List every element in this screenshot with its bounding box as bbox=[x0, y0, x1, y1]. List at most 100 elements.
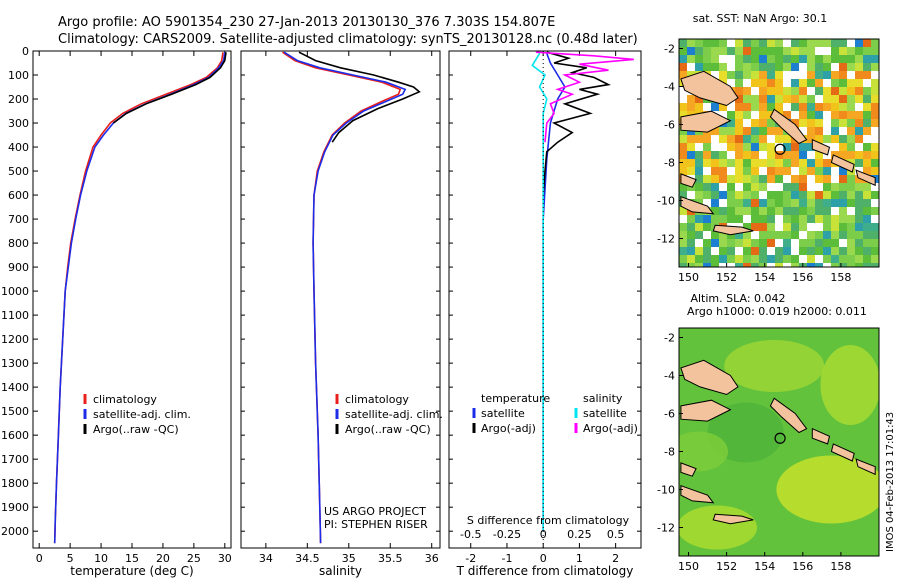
temperature-ytick-label: 1000 bbox=[1, 285, 29, 298]
project-annotation: US ARGO PROJECT bbox=[324, 505, 426, 518]
difference-legend-temperature-title: temperature bbox=[481, 392, 550, 405]
temperature-ytick-label: 1300 bbox=[1, 357, 29, 370]
map_sla-xtick-label: 156 bbox=[792, 560, 813, 573]
map_sla-ytick-label: -4 bbox=[664, 370, 675, 383]
panel-salinity: 34 34.5 35 35.5 36 salinity climatology satelli… bbox=[240, 50, 443, 578]
temperature-ytick-label: 100 bbox=[8, 69, 29, 82]
map_sla-xtick-label: 152 bbox=[716, 560, 737, 573]
map-map_sla: 150 152 154 156 158 -2 -4 -6 -8 -10 -12 Altim. SLA:… bbox=[657, 292, 880, 573]
imos-timestamp: IMOS 04-Feb-2013 17:01:43 bbox=[885, 412, 896, 552]
map_sla-argo-marker bbox=[774, 432, 786, 444]
temperature-xtick-label: 5 bbox=[67, 552, 74, 565]
map-sla-title: Altim. SLA: 0.042 bbox=[690, 292, 785, 305]
map_sst-ytick-label: -6 bbox=[664, 119, 675, 132]
salinity-xtick-label: 35 bbox=[342, 552, 356, 565]
salinity-xtick-label: 34.5 bbox=[295, 552, 320, 565]
temperature-ytick-label: 0 bbox=[22, 45, 29, 58]
map_sla-ytick-label: -8 bbox=[664, 446, 675, 459]
difference-xtick-label: -1 bbox=[501, 552, 512, 565]
map_sst-xtick-label: 150 bbox=[678, 271, 699, 284]
difference-top-tick-label: 0.5 bbox=[607, 528, 625, 541]
salinity-legend-label: Argo(..raw -QC) bbox=[345, 423, 431, 436]
temperature-xtick-label: 0 bbox=[36, 552, 43, 565]
temperature-xtick-label: 25 bbox=[187, 552, 201, 565]
salinity-xtick-label: 34 bbox=[259, 552, 273, 565]
temperature-ytick-label: 1900 bbox=[1, 501, 29, 514]
map_sst-argo-marker bbox=[774, 143, 786, 155]
difference-top-tick-label: 0 bbox=[540, 528, 547, 541]
temperature-ytick-label: 300 bbox=[8, 117, 29, 130]
map_sst-ytick-label: -10 bbox=[657, 195, 675, 208]
map_sst-island bbox=[680, 195, 715, 215]
temperature-ytick-label: 600 bbox=[8, 189, 29, 202]
map_sla-xtick-label: 150 bbox=[678, 560, 699, 573]
difference-legend-right-label: Argo(-adj) bbox=[583, 422, 638, 435]
map_sla-xtick-label: 154 bbox=[754, 560, 775, 573]
temperature-xtick-label: 15 bbox=[125, 552, 139, 565]
difference-top-tick-label: -0.5 bbox=[460, 528, 481, 541]
temperature-ytick-label: 200 bbox=[8, 93, 29, 106]
map_sla-island bbox=[680, 462, 697, 477]
temperature-axes-box bbox=[32, 50, 232, 549]
difference-series-t-argo-adj- bbox=[542, 51, 611, 196]
difference-legend-left-label: satellite bbox=[481, 407, 525, 420]
temperature-legend-label: Argo(..raw -QC) bbox=[93, 423, 179, 436]
map_sla-island bbox=[680, 484, 715, 504]
temperature-ytick-label: 900 bbox=[8, 261, 29, 274]
map_sla-ytick-label: -12 bbox=[657, 522, 675, 535]
map_sla-island bbox=[680, 359, 739, 396]
difference-top-label: S difference from climatology bbox=[467, 514, 630, 527]
map_sst-xtick-label: 156 bbox=[792, 271, 813, 284]
map_sst-ytick-label: -4 bbox=[664, 81, 675, 94]
map_sst-island bbox=[712, 224, 754, 236]
difference-xtick-label: 2 bbox=[612, 552, 619, 565]
map_sst-island bbox=[680, 110, 732, 133]
header-line-2: Climatology: CARS2009. Satellite-adjuste… bbox=[58, 32, 638, 47]
temperature-ytick-label: 1700 bbox=[1, 453, 29, 466]
salinity-xlabel: salinity bbox=[319, 564, 362, 578]
difference-xtick-label: -2 bbox=[465, 552, 476, 565]
temperature-ytick-label: 1800 bbox=[1, 477, 29, 490]
temperature-ytick-label: 1100 bbox=[1, 309, 29, 322]
temperature-legend-label: climatology bbox=[93, 393, 157, 406]
difference-top-tick-label: 0.25 bbox=[567, 528, 592, 541]
temperature-ytick-label: 2000 bbox=[1, 525, 29, 538]
map_sst-xtick-label: 154 bbox=[754, 271, 775, 284]
map_sla-axes-box bbox=[678, 327, 880, 557]
map_sla-ytick-label: -2 bbox=[664, 332, 675, 345]
difference-axes-box bbox=[448, 50, 642, 549]
map_sla-island bbox=[811, 427, 831, 445]
map_sst-ytick-label: -8 bbox=[664, 157, 675, 170]
salinity-axes-box bbox=[240, 50, 441, 549]
temperature-xlabel: temperature (deg C) bbox=[70, 564, 193, 578]
map_sst-axes-box bbox=[678, 38, 880, 268]
pi-annotation: PI: STEPHEN RISER bbox=[324, 518, 428, 531]
salinity-legend-label: climatology bbox=[345, 393, 409, 406]
temperature-ytick-label: 1600 bbox=[1, 429, 29, 442]
temperature-ytick-label: 1400 bbox=[1, 381, 29, 394]
map_sst-ytick-label: -12 bbox=[657, 233, 675, 246]
map_sla-island bbox=[855, 458, 876, 476]
map_sst-island bbox=[830, 154, 855, 173]
difference-xtick-label: 0 bbox=[540, 552, 547, 565]
map_sst-field bbox=[679, 39, 879, 267]
map_sst-island bbox=[769, 108, 808, 145]
map_sst-xtick-label: 158 bbox=[830, 271, 851, 284]
map_sla-ytick-label: -6 bbox=[664, 408, 675, 421]
map_sst-island bbox=[811, 138, 831, 156]
salinity-xtick-label: 35.5 bbox=[378, 552, 403, 565]
temperature-ytick-label: 1500 bbox=[1, 405, 29, 418]
map-sla-subtitle: Argo h1000: 0.019 h2000: 0.011 bbox=[687, 305, 867, 318]
temperature-ytick-label: 800 bbox=[8, 237, 29, 250]
map_sla-xtick-label: 158 bbox=[830, 560, 851, 573]
temperature-ytick-label: 400 bbox=[8, 141, 29, 154]
temperature-xtick-label: 10 bbox=[94, 552, 108, 565]
temperature-ytick-label: 500 bbox=[8, 165, 29, 178]
panel-difference: -2 -1 0 1 2T difference from climatology -0.5… bbox=[448, 50, 642, 578]
difference-series-s-argo-adj- bbox=[535, 51, 634, 143]
salinity-series-argo-raw-qc- bbox=[298, 51, 421, 143]
map_sla-ytick-label: -10 bbox=[657, 484, 675, 497]
temperature-series-argo-raw-qc- bbox=[112, 52, 227, 124]
